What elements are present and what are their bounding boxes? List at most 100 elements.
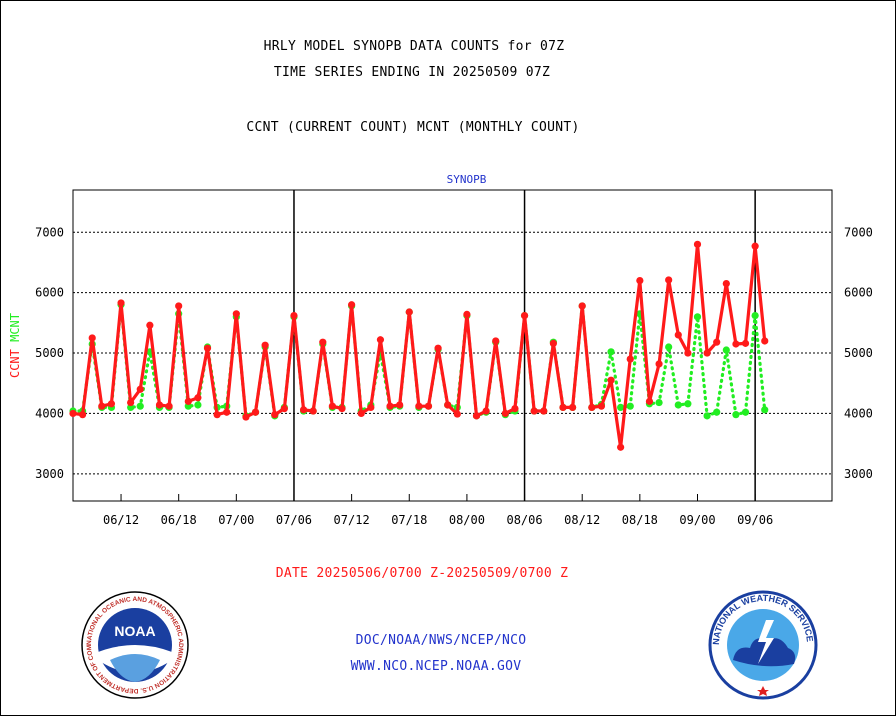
data-point-ccnt xyxy=(578,302,586,310)
y-tick-label-left: 5000 xyxy=(35,346,64,360)
data-point-ccnt xyxy=(98,402,106,410)
data-point-ccnt xyxy=(127,398,135,407)
x-tick-label: 06/12 xyxy=(103,513,139,527)
y-tick-label-left: 6000 xyxy=(35,286,64,300)
y-tick-label-right: 7000 xyxy=(844,225,873,239)
data-point-ccnt xyxy=(184,397,192,405)
data-point-ccnt xyxy=(540,407,548,415)
data-point-ccnt xyxy=(722,280,730,288)
data-point-mcnt xyxy=(655,398,663,407)
data-point-ccnt xyxy=(117,299,125,307)
y-tick-label-left: 4000 xyxy=(35,406,64,420)
data-point-ccnt xyxy=(511,405,519,413)
footer-website-link[interactable]: WWW.NCO.NCEP.NOAA.GOV xyxy=(350,659,522,674)
data-point-ccnt xyxy=(645,397,654,405)
data-point-ccnt xyxy=(165,402,173,410)
x-tick-label: 08/12 xyxy=(564,513,600,527)
data-point-ccnt xyxy=(453,410,461,418)
x-tick-label: 09/06 xyxy=(737,513,773,527)
data-point-ccnt xyxy=(338,405,346,413)
data-point-mcnt xyxy=(617,403,625,411)
data-point-ccnt xyxy=(261,341,269,349)
nws-logo-icon: NATIONAL WEATHER SERVICE xyxy=(708,590,818,700)
y-tick-label-left: 3000 xyxy=(35,467,64,481)
data-point-ccnt xyxy=(376,336,385,344)
noaa-logo-icon: NOAA NATIONAL OCEANIC AND ATMOSPHERIC AD… xyxy=(80,590,189,699)
data-point-ccnt xyxy=(588,403,596,411)
data-point-mcnt xyxy=(665,343,673,351)
data-point-mcnt xyxy=(713,408,721,416)
data-point-ccnt xyxy=(348,301,356,309)
x-tick-label: 09/00 xyxy=(679,513,715,527)
data-point-ccnt xyxy=(424,402,433,410)
data-point-ccnt xyxy=(472,412,481,420)
data-point-ccnt xyxy=(713,338,721,346)
x-tick-label: 08/00 xyxy=(449,513,485,527)
data-point-ccnt xyxy=(242,413,250,421)
data-point-ccnt xyxy=(136,385,144,393)
date-range-label: DATE 20250506/0700 Z-20250509/0700 Z xyxy=(275,566,569,581)
data-point-ccnt xyxy=(328,402,337,410)
data-point-ccnt xyxy=(626,355,634,363)
chart-subtitle: CCNT (CURRENT COUNT) MCNT (MONTHLY COUNT… xyxy=(246,120,580,135)
data-point-ccnt xyxy=(107,400,116,408)
data-point-mcnt xyxy=(761,406,769,414)
data-point-ccnt xyxy=(655,360,663,368)
data-point-ccnt xyxy=(693,240,702,248)
data-point-ccnt xyxy=(319,338,327,346)
data-point-ccnt xyxy=(251,408,260,416)
footer-org-path[interactable]: DOC/NOAA/NWS/NCEP/NCO xyxy=(355,633,527,648)
data-point-ccnt xyxy=(636,276,644,285)
panel-title: SYNOPB xyxy=(447,173,487,186)
data-point-ccnt xyxy=(597,402,606,410)
x-tick-label: 07/00 xyxy=(218,513,254,527)
data-point-ccnt xyxy=(549,339,557,347)
data-point-ccnt xyxy=(232,310,240,318)
data-point-mcnt xyxy=(626,402,634,410)
chart-title-line2: TIME SERIES ENDING IN 20250509 07Z xyxy=(273,65,551,80)
data-point-mcnt xyxy=(693,313,702,321)
data-point-ccnt xyxy=(69,409,77,418)
noaa-logo-label: NOAA xyxy=(114,623,155,639)
data-point-ccnt xyxy=(444,401,452,409)
data-point-ccnt xyxy=(88,334,96,342)
data-point-mcnt xyxy=(684,400,692,408)
data-point-ccnt xyxy=(482,407,490,415)
data-point-ccnt xyxy=(530,407,538,415)
plot-border xyxy=(72,189,833,502)
data-point-ccnt xyxy=(751,242,759,250)
data-point-mcnt xyxy=(607,348,615,356)
data-point-ccnt xyxy=(761,337,769,345)
data-point-ccnt xyxy=(357,409,365,418)
data-point-ccnt xyxy=(492,337,500,345)
data-point-ccnt xyxy=(155,401,164,409)
series-line-ccnt xyxy=(71,242,767,449)
data-point-ccnt xyxy=(367,403,375,411)
data-point-mcnt xyxy=(703,412,711,420)
y-tick-label-right: 4000 xyxy=(844,406,873,420)
data-point-mcnt xyxy=(674,401,682,409)
data-point-ccnt xyxy=(386,402,394,410)
y-tick-label-right: 6000 xyxy=(844,286,873,300)
data-point-ccnt xyxy=(203,344,212,352)
data-point-ccnt xyxy=(741,339,750,347)
data-point-mcnt xyxy=(732,411,740,419)
mcnt-axis-label: MCNT xyxy=(8,313,22,342)
x-tick-label: 07/12 xyxy=(334,513,370,527)
data-point-ccnt xyxy=(415,402,423,410)
data-point-ccnt xyxy=(223,408,231,416)
data-point-mcnt xyxy=(751,312,759,320)
data-point-ccnt xyxy=(309,407,317,415)
ccnt-axis-label: CCNT xyxy=(8,342,22,378)
chart-title-line1: HRLY MODEL SYNOPB DATA COUNTS for 07Z xyxy=(263,39,565,54)
data-point-ccnt xyxy=(665,276,673,284)
data-point-ccnt xyxy=(213,411,221,419)
data-point-ccnt xyxy=(396,401,404,409)
data-point-mcnt xyxy=(136,402,144,410)
data-point-ccnt xyxy=(732,340,740,348)
x-tick-label: 07/06 xyxy=(276,513,312,527)
y-tick-label-left: 7000 xyxy=(35,225,64,239)
x-tick-label: 07/18 xyxy=(391,513,427,527)
data-point-ccnt xyxy=(290,312,298,320)
